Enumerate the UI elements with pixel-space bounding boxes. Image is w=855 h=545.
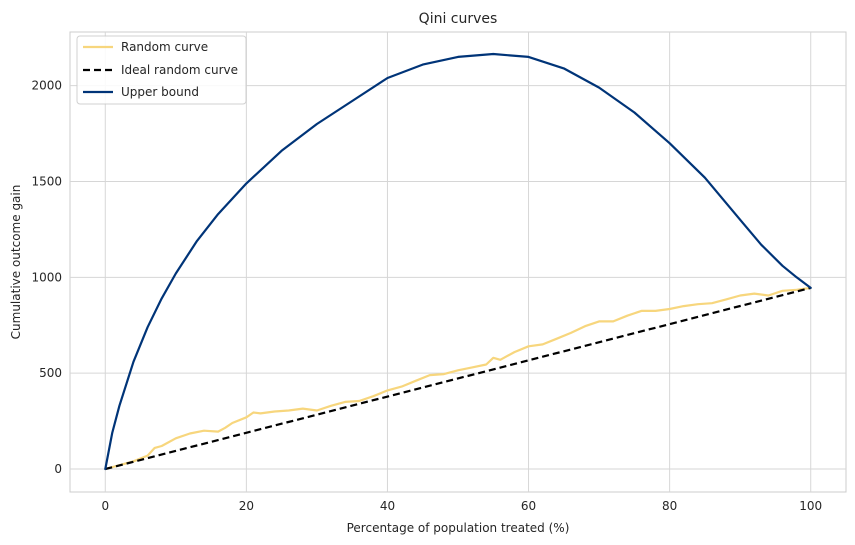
legend-box	[76, 35, 247, 105]
y-tick-label: 1500	[31, 175, 62, 189]
series-line-random-curve	[104, 286, 812, 471]
x-tick-label: 60	[521, 499, 536, 513]
chart-title: Qini curves	[419, 11, 498, 27]
x-tick-label: 80	[662, 499, 677, 513]
y-tick-label: 500	[39, 366, 62, 380]
series-line-upper-bound	[104, 52, 812, 471]
legend-label-random-curve: Random curve	[121, 40, 208, 54]
y-tick-label: 2000	[31, 79, 62, 93]
x-tick-label: 100	[799, 499, 822, 513]
y-axis-label: Cumulative outcome gain	[9, 185, 23, 340]
y-tick-label: 1000	[31, 270, 62, 284]
x-tick-label: 20	[239, 499, 254, 513]
series-line-ideal-random-curve	[105, 286, 811, 471]
legend-label-upper-bound: Upper bound	[121, 85, 199, 99]
x-tick-label: 0	[101, 499, 109, 513]
x-tick-label: 40	[380, 499, 395, 513]
series-layer	[104, 52, 812, 471]
legend: Random curve Ideal random curve Upper bo…	[76, 35, 247, 105]
x-axis-label: Percentage of population treated (%)	[347, 521, 570, 535]
legend-label-ideal-random-curve: Ideal random curve	[121, 63, 238, 77]
y-tick-label: 0	[54, 462, 62, 476]
plot-area	[69, 31, 847, 493]
